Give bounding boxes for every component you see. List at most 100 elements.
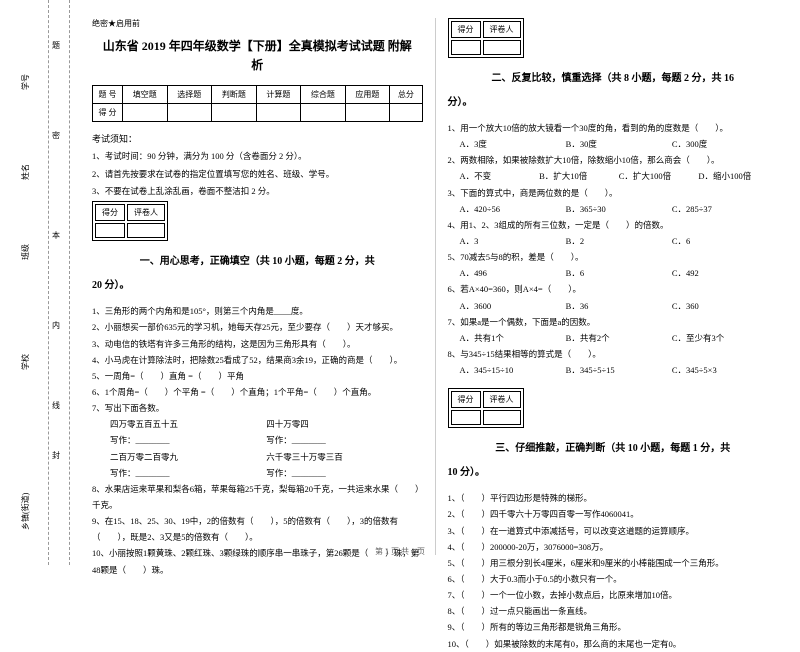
blank-cell: [127, 223, 165, 238]
score-table: 题 号 填空题 选择题 判断题 计算题 综合题 应用题 总分 得 分: [92, 85, 423, 122]
binding-sidebar: 学号 姓名 班级 学校 乡镇(街道) 题 本 内 线 封 密: [0, 0, 70, 565]
opt: A．420÷56: [460, 201, 566, 217]
opt: C．492: [672, 265, 778, 281]
opt: B．345÷5÷15: [566, 362, 672, 378]
opt: B．6: [566, 265, 672, 281]
q7c: 写作：________: [92, 432, 266, 448]
blank-cell: [390, 104, 422, 122]
s1-q3: 3、动电信的铁塔有许多三角形的结构，这是因为三角形具有（ ）。: [92, 336, 423, 352]
opt: A．3度: [460, 136, 566, 152]
s1-q6: 6、1个周角=（ ）个平角 =（ ）个直角；1个平角=（ ）个直角。: [92, 384, 423, 400]
th-fill: 填空题: [123, 86, 168, 104]
s1-q7-row3: 二百万零二百零九六千零三十万零三百: [92, 449, 423, 465]
seal-char-2: 本: [52, 230, 60, 241]
s2-q8-opts: A．345÷15÷10B．345÷5÷15C．345÷5×3: [448, 362, 779, 378]
blank-cell: [212, 104, 257, 122]
s1-q7-row2: 写作：________写作：________: [92, 432, 423, 448]
opt: C．扩大100倍: [619, 168, 699, 184]
opt: B．30度: [566, 136, 672, 152]
s2-q2-opts: A．不变B．扩大10倍C．扩大100倍D．缩小100倍: [448, 168, 779, 184]
th-app: 应用题: [345, 86, 390, 104]
s1-q7-row1: 四万零五百五十五四十万零四: [92, 416, 423, 432]
sb-score: 得分: [95, 204, 125, 221]
opt: D．缩小100倍: [698, 168, 778, 184]
opt: A．3600: [460, 298, 566, 314]
opt: B．2: [566, 233, 672, 249]
s2-q8: 8、与345÷15结果相等的算式是（ ）。: [448, 346, 779, 362]
dashed-line: [48, 0, 49, 565]
opt: B．扩大10倍: [539, 168, 619, 184]
th-judge: 判断题: [212, 86, 257, 104]
s2-q7-opts: A．共有1个B．共有2个C．至少有3个: [448, 330, 779, 346]
s1-q5: 5、一周角=（ ）直角 =（ ）平角: [92, 368, 423, 384]
opt: A．共有1个: [460, 330, 566, 346]
blank-cell: [483, 40, 521, 55]
field-class: 班级: [20, 244, 31, 260]
s2-q5: 5、70减去5与8的积，差是（ ）。: [448, 249, 779, 265]
sb-grader: 评卷人: [127, 204, 165, 221]
s3-q2: 2、（ ）四千零六十万零四百零一写作4060041。: [448, 506, 779, 522]
sb-score: 得分: [451, 21, 481, 38]
seal-char-3: 内: [52, 320, 60, 331]
score-box-1: 得分评卷人: [92, 201, 168, 241]
sec2-title: 二、反复比较，慎重选择（共 8 小题，每题 2 分，共 16: [448, 70, 779, 88]
s1-q7: 7、写出下面各数。: [92, 400, 423, 416]
s2-q2: 2、两数相除，如果被除数扩大10倍，除数缩小10倍，那么商会（ ）。: [448, 152, 779, 168]
q7b: 四十万零四: [266, 416, 422, 432]
sec1-title: 一、用心思考，正确填空（共 10 小题，每题 2 分，共: [92, 253, 423, 271]
classification: 绝密★启用前: [92, 18, 423, 29]
s2-q3-opts: A．420÷56B．365÷30C．285÷37: [448, 201, 779, 217]
score-box-3: 得分评卷人: [448, 388, 524, 428]
score-header-row: 题 号 填空题 选择题 判断题 计算题 综合题 应用题 总分: [93, 86, 423, 104]
sb-grader: 评卷人: [483, 21, 521, 38]
exam-title: 山东省 2019 年四年级数学【下册】全真模拟考试试题 附解 析: [92, 37, 423, 75]
opt: A．496: [460, 265, 566, 281]
q7d: 写作：________: [266, 432, 422, 448]
s1-q9: 9、在15、18、25、30、19中，2的倍数有（ ），5的倍数有（ ），3的倍…: [92, 513, 423, 545]
notice-1: 1、考试时间：90 分钟，满分为 100 分（含卷面分 2 分）。: [92, 149, 423, 164]
s3-q3: 3、（ ）在一道算式中添减括号，可以改变这道题的运算顺序。: [448, 523, 779, 539]
opt: C．345÷5×3: [672, 362, 778, 378]
s3-q7: 7、（ ）一个一位小数，去掉小数点后，比原来增加10倍。: [448, 587, 779, 603]
opt: C．300度: [672, 136, 778, 152]
notice-3: 3、不要在试卷上乱涂乱画，卷面不整洁扣 2 分。: [92, 184, 423, 199]
seal-char-1: 题: [52, 40, 60, 51]
s3-q1: 1、（ ）平行四边形是特殊的梯形。: [448, 490, 779, 506]
th-choice: 选择题: [167, 86, 212, 104]
q7g: 写作：________: [92, 465, 266, 481]
s1-q4: 4、小马虎在计算除法时，把除数25看成了52，结果商3余19，正确的商是（ ）。: [92, 352, 423, 368]
blank-cell: [451, 40, 481, 55]
field-town: 乡镇(街道): [20, 493, 31, 530]
blank-cell: [256, 104, 301, 122]
s1-q7-row4: 写作：________写作：________: [92, 465, 423, 481]
opt: A．3: [460, 233, 566, 249]
s3-q5: 5、（ ）用三根分别长4厘米，6厘米和9厘米的小棒能围成一个三角形。: [448, 555, 779, 571]
blank-cell: [451, 410, 481, 425]
s1-q8: 8、水果店运来苹果和梨各6箱，苹果每箱25千克，梨每箱20千克，一共运来水果（ …: [92, 481, 423, 513]
opt: C．285÷37: [672, 201, 778, 217]
opt: B．共有2个: [566, 330, 672, 346]
notice-title: 考试须知：: [92, 132, 423, 145]
score-value-row: 得 分: [93, 104, 423, 122]
s2-q1-opts: A．3度B．30度C．300度: [448, 136, 779, 152]
s2-q1: 1、用一个放大10倍的放大镜看一个30度的角，看到的角的度数是（ ）。: [448, 120, 779, 136]
title-line1: 山东省 2019 年四年级数学【下册】全真模拟考试试题 附解: [103, 39, 412, 53]
s2-q7: 7、如果a是一个偶数，下面是a的因数。: [448, 314, 779, 330]
opt: A．345÷15÷10: [460, 362, 566, 378]
opt: C．6: [672, 233, 778, 249]
blank-cell: [123, 104, 168, 122]
seal-char-4: 线: [52, 400, 60, 411]
opt: A．不变: [460, 168, 540, 184]
th-total: 总分: [390, 86, 422, 104]
th-calc: 计算题: [256, 86, 301, 104]
score-box-2: 得分评卷人: [448, 18, 524, 58]
field-name: 姓名: [20, 164, 31, 180]
s3-q8: 8、（ ）过一点只能画出一条直线。: [448, 603, 779, 619]
blank-cell: [345, 104, 390, 122]
sec1-title2: 20 分）。: [92, 277, 423, 295]
s2-q4-opts: A．3B．2C．6: [448, 233, 779, 249]
notice-2: 2、请首先按要求在试卷的指定位置填写您的姓名、班级、学号。: [92, 167, 423, 182]
sec2-title2: 分）。: [448, 94, 779, 112]
right-column: 得分评卷人 二、反复比较，慎重选择（共 8 小题，每题 2 分，共 16 分）。…: [436, 18, 791, 555]
opt: C．至少有3个: [672, 330, 778, 346]
